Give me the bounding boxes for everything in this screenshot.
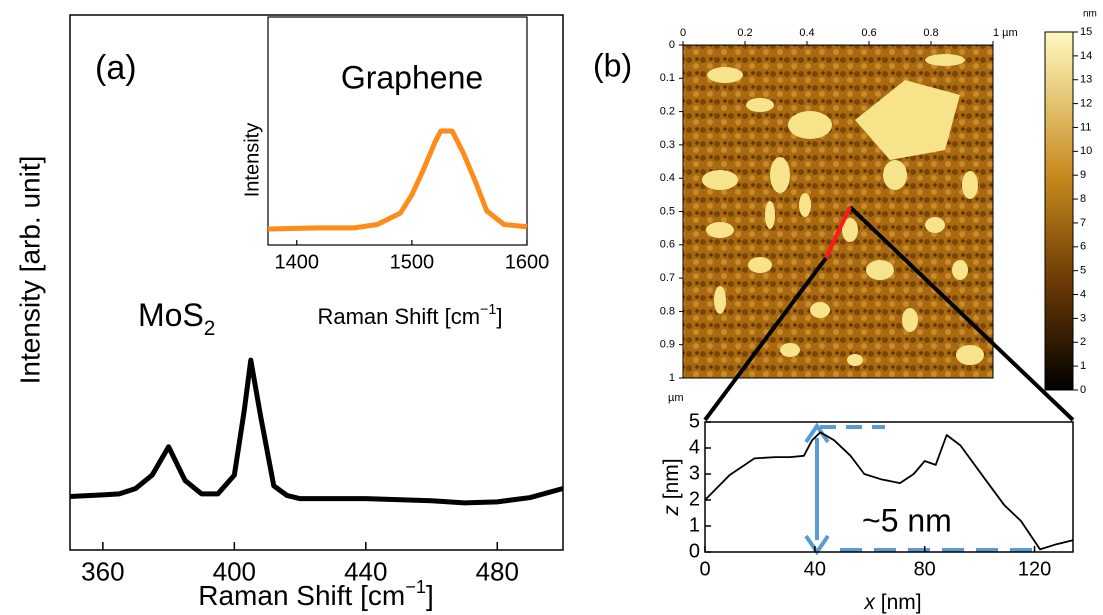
y-tick-label: 0.7	[660, 272, 675, 284]
x-tick-label: 400	[213, 556, 256, 586]
annotation: ~5 nm	[862, 502, 952, 538]
x-tick-label: 480	[476, 556, 519, 586]
x-tick-label: 0.4	[799, 27, 814, 39]
colorbar-tick-label: 13	[1080, 74, 1092, 86]
x-tick-label: 80	[914, 558, 936, 580]
y-tick-label: 0.3	[660, 139, 675, 151]
label-part: 2	[204, 317, 216, 340]
label-part: [nm]	[875, 591, 922, 614]
colorbar-tick-label: 3	[1080, 312, 1086, 324]
label-part: −1	[405, 577, 426, 597]
data-line	[69, 357, 564, 506]
y-tick-label: 0.2	[660, 106, 675, 118]
colorbar	[1044, 31, 1074, 391]
x-tick-label: 0	[680, 27, 686, 39]
y-tick-label: 0.4	[660, 172, 675, 184]
x-tick-label: 120	[1018, 558, 1051, 580]
label: z [nm]	[660, 458, 683, 516]
label-part: Raman Shift [cm	[198, 580, 405, 611]
colorbar-tick-label: 4	[1080, 288, 1086, 300]
colorbar-tick-label: 9	[1080, 169, 1086, 181]
colorbar-label: nm	[1083, 9, 1097, 20]
colorbar-tick-label: 14	[1080, 50, 1092, 62]
label-part: [nm]	[660, 458, 683, 505]
colorbar-tick-label: 6	[1080, 241, 1086, 253]
colorbar-tick-label: 7	[1080, 217, 1086, 229]
x-tick-label: 1600	[505, 251, 550, 273]
x-tick-label: 40	[804, 558, 826, 580]
zoom-lines	[703, 205, 1075, 422]
y-tick-label: 0	[669, 39, 675, 51]
x-tick-label: 0.6	[861, 27, 876, 39]
colorbar-tick-label: 15	[1080, 26, 1092, 38]
y-tick-label: 0.5	[660, 205, 675, 217]
colorbar-tick-label: 12	[1080, 98, 1092, 110]
colorbar-tick-label: 5	[1080, 265, 1086, 277]
y-tick-label: 1	[689, 514, 700, 536]
data-line	[267, 128, 528, 232]
label-part: x	[863, 591, 876, 614]
colorbar-tick-label: 1	[1080, 360, 1086, 372]
y-axis-label: Intensity [arb. unit]	[14, 156, 45, 385]
x-tick-label: 1500	[390, 251, 435, 273]
label-part: −1	[480, 302, 496, 318]
y-tick-label: 4	[689, 436, 700, 458]
data-line	[704, 431, 1074, 551]
y-unit: µm	[668, 392, 684, 404]
colorbar-tick-label: 8	[1080, 193, 1086, 205]
plot-frame	[704, 421, 1074, 553]
x-tick-label: 440	[344, 556, 387, 586]
y-tick-label: 1	[669, 372, 675, 384]
y-tick-label: 5	[689, 410, 700, 432]
inset-y-label: Intensity	[241, 123, 263, 197]
label: Raman Shift [cm−1]	[198, 577, 433, 612]
label: x [nm]	[863, 591, 921, 614]
y-tick-label: 0.1	[660, 72, 675, 84]
colorbar-tick-label: 2	[1080, 336, 1086, 348]
y-tick-label: 2	[689, 488, 700, 510]
x-tick-label: 0.8	[923, 27, 938, 39]
x-tick-label: 0	[699, 558, 710, 580]
y-tick-label: 0	[689, 540, 700, 562]
label: MoS2	[138, 297, 215, 340]
panel-label: (b)	[593, 47, 632, 83]
y-tick-label: 0.9	[660, 339, 675, 351]
label-part: Raman Shift [cm	[317, 304, 480, 329]
colorbar-tick-label: 0	[1080, 384, 1086, 396]
y-tick-label: 0.6	[660, 239, 675, 251]
label-part: z	[660, 505, 683, 517]
x-tick-label: 0.2	[737, 27, 752, 39]
plot-frame	[69, 14, 564, 551]
flakes	[702, 54, 984, 366]
y-tick-label: 0.8	[660, 305, 675, 317]
colorbar-tick-label: 10	[1080, 145, 1092, 157]
y-tick-label: 3	[689, 462, 700, 484]
label-part: MoS	[138, 297, 204, 333]
x-tick-label: 1 µm	[993, 27, 1018, 39]
panel-label: (a)	[95, 49, 137, 87]
colorbar-tick-label: 11	[1080, 121, 1091, 133]
label-part: ]	[496, 304, 502, 329]
x-tick-label: 360	[81, 556, 124, 586]
plot-frame	[267, 16, 528, 246]
inset-title: Graphene	[341, 59, 483, 95]
label-part: ]	[426, 580, 434, 611]
label: Raman Shift [cm−1]	[317, 302, 502, 329]
x-tick-label: 1400	[275, 251, 320, 273]
